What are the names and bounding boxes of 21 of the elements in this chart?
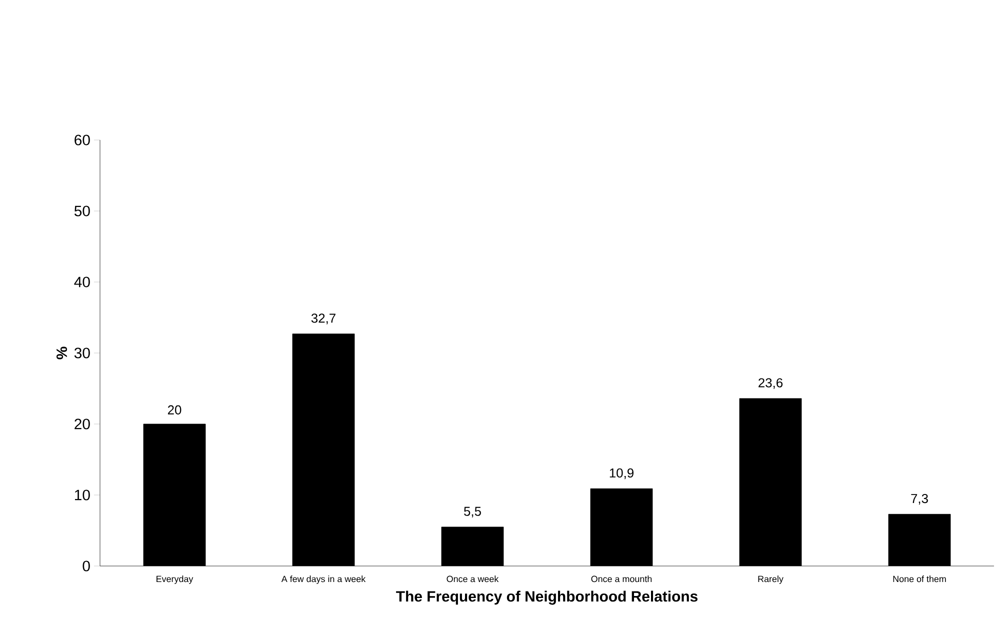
y-tick-label: 50 [74, 206, 90, 216]
y-tick-label: 60 [74, 134, 90, 146]
x-tick-label: Once a week [446, 576, 499, 582]
y-tick-label: 20 [74, 418, 90, 430]
x-tick-label: Rarely [758, 576, 784, 584]
data-label: 10,9 [610, 468, 634, 480]
x-tick-label: None of them [893, 576, 946, 582]
x-axis-title: The Frequency of Neighborhood Relations [396, 590, 698, 605]
y-axis-title: % [56, 346, 68, 360]
data-label: 5,5 [464, 506, 481, 518]
data-label: 20 [168, 405, 182, 414]
y-tick-label: 0 [82, 560, 90, 572]
data-label: 32,7 [311, 314, 336, 324]
y-tick-label: 40 [74, 276, 90, 288]
data-label: 23,6 [758, 378, 783, 389]
data-label: 7,3 [911, 494, 928, 505]
y-tick-label: 30 [74, 348, 90, 358]
x-tick-label: Once a mounth [591, 576, 652, 582]
y-tick-label: 10 [75, 490, 90, 500]
x-tick-label: A few days in a week [281, 576, 366, 584]
x-tick-label: Everyday [156, 576, 194, 584]
